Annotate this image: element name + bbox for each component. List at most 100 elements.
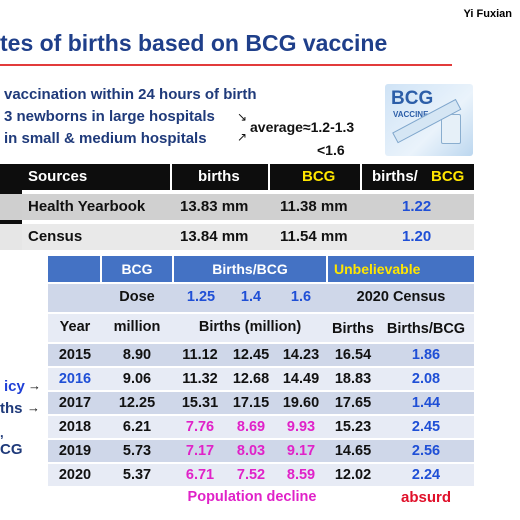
bullet-line-1: vaccination within 24 hours of birth: [4, 86, 257, 103]
cell-bcg: 6.21: [122, 419, 152, 435]
cell-b3: 14.23: [282, 347, 320, 363]
author-name: Yi Fuxian: [463, 8, 513, 20]
t2-header-unbelievable: Unbelievable: [328, 256, 474, 282]
vaccine-label-big: BCG: [391, 88, 434, 109]
t2-dose-2: 1.4: [240, 289, 262, 305]
cell-bcg: 9.06: [122, 371, 152, 387]
t2-empty-header: [48, 256, 100, 282]
cell-year: 2017: [58, 395, 92, 411]
cell-ratio: 2.24: [411, 467, 441, 483]
cell-census: 15.23: [334, 419, 372, 435]
cell-bcg: 12.25: [118, 395, 156, 411]
cell-census: 14.65: [334, 443, 372, 459]
row-births: 13.84 mm: [180, 228, 249, 245]
cell-ratio: 2.56: [411, 443, 441, 459]
t2-dose-3: 1.6: [290, 289, 312, 305]
population-decline-note: Population decline: [187, 489, 317, 505]
cell-b3: 9.17: [286, 443, 316, 459]
t2-million-label: million: [113, 319, 161, 335]
table-row: [48, 464, 474, 486]
side-label-births: ths: [0, 400, 23, 417]
cell-b1: 7.17: [185, 443, 215, 459]
t2-units-row: [48, 314, 474, 342]
cell-ratio: 2.45: [411, 419, 441, 435]
cell-b3: 14.49: [282, 371, 320, 387]
cell-b2: 8.69: [236, 419, 266, 435]
table-row: [48, 368, 474, 390]
t2-births-bcg-label: Births/BCG: [386, 321, 466, 337]
absurd-note: absurd: [400, 489, 451, 506]
side-comma: ,: [0, 425, 4, 440]
cell-ratio: 1.44: [411, 395, 441, 411]
table1-header: Sources births BCG births/ BCG: [22, 164, 474, 190]
cell-b1: 6.71: [185, 467, 215, 483]
col-sep: [170, 164, 172, 190]
title-underline: [0, 64, 452, 66]
cell-b3: 9.93: [286, 419, 316, 435]
bullet-line-3: in small & medium hospitals: [4, 130, 207, 147]
side-label-bcg: CG: [0, 441, 23, 458]
cell-b3: 19.60: [282, 395, 320, 411]
table-row: [48, 416, 474, 438]
bcg-vaccine-image: BCG VACCINE: [385, 84, 473, 156]
table-row: Census 13.84 mm 11.54 mm 1.20: [22, 224, 474, 250]
bullet-line-2: 3 newborns in large hospitals: [4, 108, 215, 125]
cell-year: 2020: [58, 467, 92, 483]
col-sep: [360, 164, 362, 190]
cell-census: 12.02: [334, 467, 372, 483]
table-row: [48, 440, 474, 462]
header-bcg: BCG: [302, 168, 336, 185]
less-than-note: <1.6: [317, 142, 345, 158]
table-row: [48, 344, 474, 366]
cell-bcg: 8.90: [122, 347, 152, 363]
cell-b1: 15.31: [181, 395, 219, 411]
cell-b2: 7.52: [236, 467, 266, 483]
table1-left-cell: [0, 224, 22, 250]
cell-b2: 12.45: [232, 347, 270, 363]
row-births: 13.83 mm: [180, 198, 249, 215]
arrow-right-icon: →: [27, 400, 40, 415]
header-bcg-ratio: BCG: [431, 168, 465, 185]
cell-census: 17.65: [334, 395, 372, 411]
cell-census: 16.54: [334, 347, 372, 363]
cell-b2: 12.68: [232, 371, 270, 387]
vaccine-label-small: VACCINE: [393, 110, 429, 119]
cell-census: 18.83: [334, 371, 372, 387]
table-row: [48, 392, 474, 414]
table1-left-cell: [0, 194, 22, 220]
row-source: Health Yearbook: [28, 198, 146, 215]
table-row: Health Yearbook 13.83 mm 11.38 mm 1.22: [22, 194, 474, 220]
cell-bcg: 5.73: [122, 443, 152, 459]
slide-title: tes of births based on BCG vaccine: [0, 30, 388, 56]
cell-year: 2016: [58, 371, 92, 387]
cell-bcg: 5.37: [122, 467, 152, 483]
arrow-down-right-icon: ↘: [237, 110, 248, 124]
row-ratio: 1.22: [402, 198, 432, 215]
t2-header-bcg: BCG: [102, 256, 172, 282]
row-ratio: 1.20: [402, 228, 432, 245]
cell-ratio: 1.86: [411, 347, 441, 363]
arrow-right-icon: →: [28, 378, 41, 393]
header-sources: Sources: [28, 168, 88, 185]
t2-dose-label: Dose: [119, 289, 155, 305]
cell-b1: 11.32: [182, 371, 218, 387]
cell-b3: 8.59: [286, 467, 316, 483]
t2-dose-1: 1.25: [186, 289, 216, 305]
arrow-up-right-icon: ↗: [237, 130, 248, 144]
t2-dose-row: [48, 284, 474, 312]
cell-ratio: 2.08: [411, 371, 441, 387]
t2-year-label: Year: [59, 319, 91, 335]
row-source: Census: [28, 228, 83, 245]
t2-census-label: 2020 Census: [356, 289, 446, 305]
cell-b2: 8.03: [236, 443, 266, 459]
col-sep: [268, 164, 270, 190]
t2-births-million-label: Births (million): [198, 319, 302, 335]
cell-year: 2018: [58, 419, 92, 435]
t2-header-births-bcg: Births/BCG: [174, 256, 326, 282]
cell-b1: 7.76: [185, 419, 215, 435]
row-bcg: 11.54 mm: [280, 228, 348, 245]
row-bcg: 11.38 mm: [280, 198, 348, 215]
header-births: births: [198, 168, 240, 185]
cell-b1: 11.12: [182, 347, 218, 363]
side-label-policy: icy: [4, 378, 25, 395]
